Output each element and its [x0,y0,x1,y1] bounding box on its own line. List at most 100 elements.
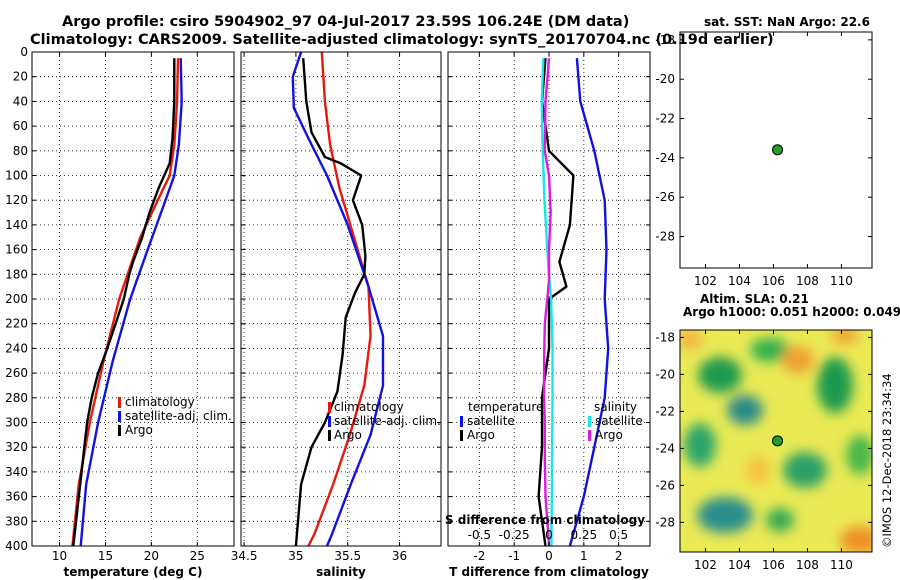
sla-heat-blob [680,330,702,350]
temperature-ytick-label: 280 [5,391,28,405]
difference-legend-left-label: satellite [467,414,515,428]
sla-heatmap-field [680,330,872,552]
temperature-legend-label: climatology [125,395,195,409]
temperature-series-climatology [71,58,180,547]
temperature-legend-swatch [118,411,121,422]
difference-series-temperature-satellite [568,58,610,547]
temperature-ytick-label: 400 [5,539,28,553]
sst-map-title: sat. SST: NaN Argo: 22.6 [704,15,870,29]
difference-xlabel-top: S difference from climatology [445,513,645,527]
salinity-series-argo [294,58,367,547]
difference-legend-right-label: Argo [595,428,623,442]
imos-credit: ©IMOS 12-Dec-2018 23:34:34 [880,373,894,548]
salinity-panel: 34.5 35 35.5 36 salinity climatologysatellite… [231,51,442,579]
sst-map-xtick-label: 106 [762,274,785,288]
difference-legend-right-swatch [588,416,591,427]
sla-map-argo-position-marker [772,435,784,447]
temperature-ytick-label: 260 [5,366,28,380]
sst-map-ytick-label: -24 [655,151,675,165]
temperature-ytick-label: 200 [5,292,28,306]
difference-series-salinity-argo [542,58,552,547]
sla-map-ytick-label: -22 [655,404,675,418]
difference-legend-left-title: temperature [468,400,543,414]
sla-heat-blob [684,423,716,467]
sst-map-xtick-label: 102 [694,274,717,288]
sla-heat-blob [817,357,853,413]
temperature-series-argo [72,58,176,547]
difference-xtick-top-label: 0.25 [570,528,597,542]
difference-series-salinity-satellite [540,58,554,547]
difference-legend-right-swatch [588,430,591,441]
sla-heat-blob [782,346,814,374]
sst-map-argo-position-marker [772,144,784,156]
sla-heat-blob [750,338,790,362]
temperature-legend-swatch [118,397,121,408]
temperature-ytick-label: 220 [5,317,28,331]
salinity-legend-label: satellite-adj. clim. [334,414,441,428]
temperature-xtick-label: 15 [98,549,113,563]
salinity-legend-label: climatology [334,400,404,414]
salinity-legend-label: Argo [334,428,362,442]
temperature-ytick-label: 380 [5,514,28,528]
sla-map-ytick-label: -24 [655,441,675,455]
difference-legend-right-label: satellite [595,414,643,428]
temperature-ytick-label: 100 [5,169,28,183]
difference-xtick-top-label: -0.25 [499,528,530,542]
salinity-xtick-label: 36 [392,549,407,563]
sla-map-title: Altim. SLA: 0.21 [700,292,809,306]
sla-heat-blob [766,508,794,532]
salinity-xtick-label: 35 [288,549,303,563]
sla-map-ytick-label: -28 [655,515,675,529]
sst-map-ytick-label: -22 [655,112,675,126]
sla-heat-blob [846,435,872,475]
sla-heat-blob [746,456,770,484]
sst-map-xtick-label: 108 [796,274,819,288]
sla-map-xtick-label: 110 [830,558,853,572]
temperature-ytick-label: 0 [20,45,28,59]
difference-legend-left-label: Argo [467,428,495,442]
salinity-legend-swatch [328,416,331,427]
salinity-legend-swatch [328,430,331,441]
salinity-xlabel: salinity [316,565,366,579]
difference-panel: -2 -1 0 1 2 T difference from climatology S di… [445,51,651,579]
temperature-ytick-label: 240 [5,341,28,355]
header-title-line1: Argo profile: csiro 5904902_97 04-Jul-20… [62,14,629,30]
temperature-ytick-label: 80 [13,144,28,158]
temperature-ytick-label: 60 [13,119,28,133]
temperature-xtick-label: 10 [52,549,67,563]
temperature-ytick-label: 180 [5,267,28,281]
temperature-xtick-label: 20 [144,549,159,563]
temperature-xtick-label: 25 [190,549,205,563]
sst-map-ytick-label: -26 [655,190,675,204]
sla-heat-blob [783,452,827,488]
difference-legend-right-title: salinity [594,400,637,414]
difference-xtick-label: -1 [508,549,520,563]
sst-map-ytick-label: -18 [655,33,675,47]
salinity-legend-swatch [328,402,331,413]
temperature-ytick-label: 20 [13,70,28,84]
sla-map-subtitle: Argo h1000: 0.051 h2000: 0.049 [683,305,900,319]
sla-heat-blob [840,526,872,552]
temperature-ytick-label: 340 [5,465,28,479]
difference-xtick-label: 1 [580,549,588,563]
salinity-series-climatology [307,51,372,547]
sla-map-ytick-label: -18 [655,330,675,344]
temperature-ytick-label: 360 [5,490,28,504]
sst-map-ytick-label: -28 [655,230,675,244]
temperature-ytick-label: 160 [5,243,28,257]
sst-map-frame [679,31,873,269]
difference-legend-left-swatch [460,430,463,441]
temperature-ytick-label: 320 [5,440,28,454]
temperature-xlabel: temperature (deg C) [64,565,203,579]
sla-heat-blob [698,357,742,393]
difference-xtick-top-label: 0 [545,528,553,542]
temperature-ytick-label: 40 [13,94,28,108]
sla-map-xtick-label: 104 [728,558,751,572]
difference-xtick-label: -2 [473,549,485,563]
temperature-legend-label: Argo [125,423,153,437]
temperature-ytick-label: 120 [5,193,28,207]
difference-xtick-label: 2 [615,549,623,563]
sla-map-panel: 102 104 106 108 110 -18 -20 -22 -24 -26 -28 [655,329,873,572]
sst-map-ytick-label: -20 [655,72,675,86]
